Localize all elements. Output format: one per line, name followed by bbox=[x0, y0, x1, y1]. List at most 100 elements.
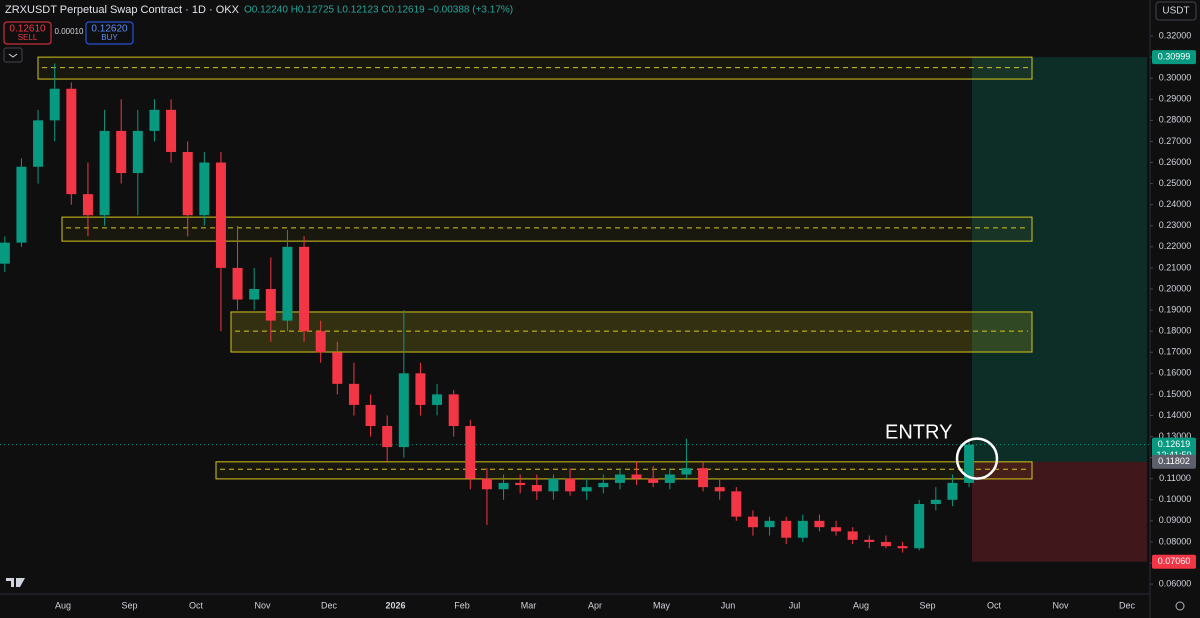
price-axis bbox=[1150, 0, 1200, 618]
buy-price: 0.12620 bbox=[91, 24, 128, 35]
sell-button[interactable] bbox=[3, 21, 52, 45]
candle-body bbox=[565, 478, 576, 492]
y-tick-label: 0.29000 bbox=[1159, 94, 1192, 104]
y-tick-label: 0.24000 bbox=[1159, 199, 1192, 209]
buy-label: BUY bbox=[101, 33, 118, 42]
candle-body bbox=[16, 166, 27, 243]
overlay: 0.320000.310000.300000.290000.280000.270… bbox=[55, 30, 1196, 610]
zone bbox=[61, 216, 1033, 242]
candle-body bbox=[215, 162, 226, 268]
y-tick-label: 0.26000 bbox=[1159, 157, 1192, 167]
x-tick-label: Nov bbox=[254, 600, 271, 610]
candle-body bbox=[897, 546, 908, 549]
candle-body bbox=[199, 162, 210, 216]
candle-body bbox=[465, 426, 476, 479]
candle-body bbox=[49, 88, 60, 121]
chart-title: ZRXUSDT Perpetual Swap Contract · 1D · O… bbox=[5, 4, 240, 16]
x-tick-label: Jun bbox=[721, 600, 736, 610]
x-tick-label: Aug bbox=[55, 600, 71, 610]
candle-body bbox=[581, 487, 592, 492]
y-tick-label: 0.15000 bbox=[1159, 389, 1192, 399]
ohlc: O0.12240 H0.12725 L0.12123 C0.12619 −0.0… bbox=[244, 5, 513, 16]
candle-body bbox=[747, 516, 758, 528]
y-tick-label: 0.19000 bbox=[1159, 304, 1192, 314]
candle-body bbox=[166, 109, 177, 152]
price-badge-label: 0.12619 bbox=[1158, 439, 1191, 449]
y-tick-label: 0.16000 bbox=[1159, 368, 1192, 378]
tv-logo bbox=[6, 578, 25, 587]
candle-body bbox=[880, 541, 891, 547]
y-tick-label: 0.27000 bbox=[1159, 136, 1192, 146]
settings-icon[interactable] bbox=[1175, 601, 1185, 611]
candle-body bbox=[814, 520, 825, 528]
sell-label: SELL bbox=[18, 33, 38, 42]
candle-body bbox=[664, 474, 675, 483]
candle-body bbox=[681, 468, 692, 475]
x-tick-label: Sep bbox=[121, 600, 137, 610]
candle-body bbox=[515, 482, 526, 486]
candle-body bbox=[698, 468, 709, 488]
buy-button[interactable] bbox=[85, 21, 134, 45]
chevron bbox=[8, 53, 18, 58]
candle-body bbox=[432, 394, 443, 405]
y-tick-label: 0.11000 bbox=[1159, 473, 1191, 483]
candle-body bbox=[481, 478, 492, 490]
collapse-button[interactable] bbox=[3, 47, 23, 63]
x-tick-label: Nov bbox=[1052, 600, 1069, 610]
x-tick-label: Dec bbox=[321, 600, 338, 610]
y-tick-label: 0.09000 bbox=[1159, 515, 1192, 525]
y-tick-label: 0.21000 bbox=[1159, 262, 1192, 272]
candle-body bbox=[232, 267, 243, 300]
price-badge bbox=[1152, 554, 1196, 569]
candle-body bbox=[149, 109, 160, 131]
candle-body bbox=[315, 331, 326, 353]
candle-body bbox=[348, 383, 359, 405]
candle-body bbox=[448, 394, 459, 427]
candle-body bbox=[33, 120, 44, 167]
zone bbox=[37, 56, 1033, 80]
candle-body bbox=[382, 426, 393, 448]
currency-button[interactable] bbox=[1155, 1, 1197, 21]
annotation: ENTRY bbox=[885, 421, 952, 443]
y-tick-label: 0.17000 bbox=[1159, 347, 1192, 357]
candle-body bbox=[964, 444, 975, 483]
candle-body bbox=[498, 482, 509, 490]
candle-body bbox=[132, 130, 143, 174]
candle-body bbox=[365, 404, 376, 427]
candle-body bbox=[415, 373, 426, 405]
candle-body bbox=[398, 373, 409, 448]
candle-body bbox=[648, 478, 659, 483]
candle-body bbox=[714, 487, 725, 492]
candle-body bbox=[947, 482, 958, 500]
candle-body bbox=[249, 288, 260, 300]
y-tick-label: 0.14000 bbox=[1159, 410, 1192, 420]
candle-body bbox=[764, 520, 775, 528]
candle-body bbox=[548, 478, 559, 492]
candle-body bbox=[914, 503, 925, 549]
candle-body bbox=[598, 482, 609, 488]
x-tick-label: Aug bbox=[853, 600, 869, 610]
candle-body bbox=[797, 520, 808, 538]
plot bbox=[0, 56, 1150, 562]
y-tick-label: 0.30000 bbox=[1159, 73, 1192, 83]
price-badge bbox=[1152, 454, 1196, 469]
x-tick-label: Sep bbox=[919, 600, 935, 610]
spread: 0.00010 bbox=[55, 27, 84, 36]
candle-body bbox=[614, 474, 625, 483]
y-tick-label: 0.28000 bbox=[1159, 115, 1192, 125]
candle-body bbox=[864, 539, 875, 542]
x-tick-label: Feb bbox=[454, 600, 470, 610]
candle-body bbox=[82, 194, 93, 216]
profit-zone bbox=[972, 57, 1147, 462]
candle-body bbox=[531, 485, 542, 492]
candle-body bbox=[182, 151, 193, 216]
candle-body bbox=[831, 527, 842, 532]
currency: USDT bbox=[1162, 6, 1189, 17]
entry-marker bbox=[955, 437, 999, 480]
x-tick-label: May bbox=[653, 600, 671, 610]
y-tick-label: 0.23000 bbox=[1159, 220, 1192, 230]
candle-body bbox=[282, 246, 293, 321]
price-badge-label: 0.07060 bbox=[1158, 556, 1191, 566]
